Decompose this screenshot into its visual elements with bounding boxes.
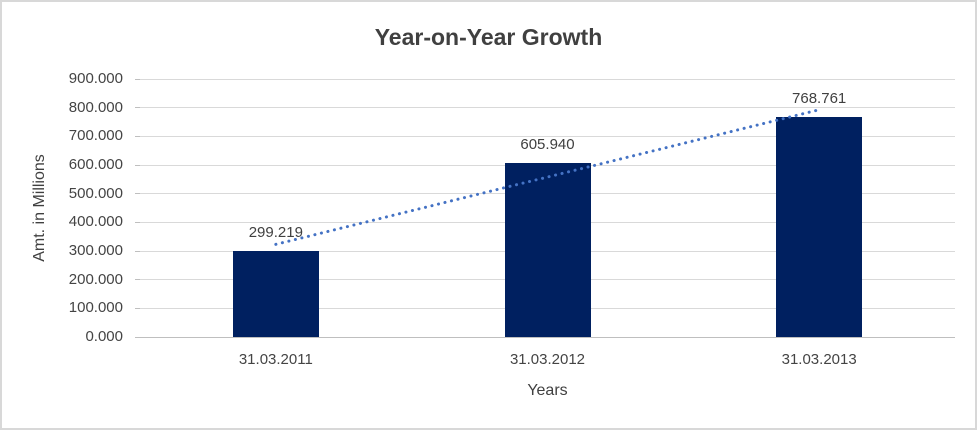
y-tick-label: 800.000 xyxy=(68,98,123,116)
bar xyxy=(504,163,591,337)
y-tick-label: 600.000 xyxy=(68,156,123,173)
y-axis-tick xyxy=(135,221,140,223)
bar xyxy=(232,251,319,337)
y-tick-label: 700.000 xyxy=(68,127,123,145)
y-axis-tick xyxy=(135,107,140,109)
y-axis-tick xyxy=(135,279,140,281)
y-tick-label: 300.000 xyxy=(68,242,123,259)
bar xyxy=(776,116,863,337)
gridline xyxy=(140,78,955,80)
data-label: 299.219 xyxy=(248,224,303,242)
gridline xyxy=(140,107,955,109)
x-tick-label: 31.03.2013 xyxy=(781,351,857,368)
chart-title: Year-on-Year Growth xyxy=(374,24,603,50)
y-axis-tick xyxy=(135,78,140,80)
y-axis-tick xyxy=(135,135,140,137)
y-tick-label: 900.000 xyxy=(68,70,123,87)
y-axis-tick xyxy=(135,193,140,195)
y-axis-tick xyxy=(135,307,140,309)
y-axis-tick xyxy=(135,164,140,166)
x-tick-label: 31.03.2012 xyxy=(509,351,586,368)
data-label: 605.940 xyxy=(520,136,575,154)
y-tick-label: 0.000 xyxy=(85,328,123,345)
y-tick-label: 200.000 xyxy=(68,270,123,288)
x-axis-line xyxy=(140,336,955,338)
y-tick-label: 500.000 xyxy=(68,184,123,202)
y-axis-tick xyxy=(135,336,140,338)
x-tick-label: 31.03.2011 xyxy=(238,351,313,368)
y-tick-label: 100.000 xyxy=(68,299,123,317)
x-axis-title: Years xyxy=(527,382,568,399)
y-tick-label: 400.000 xyxy=(68,213,123,231)
data-label: 768.761 xyxy=(792,89,847,107)
y-axis-tick xyxy=(135,250,140,252)
